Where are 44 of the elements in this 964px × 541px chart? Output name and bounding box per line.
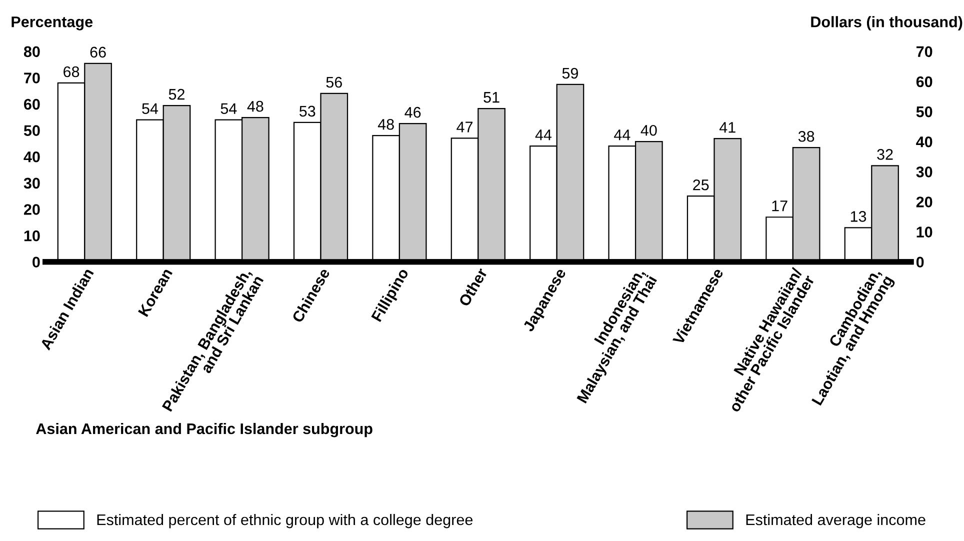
y2-tick-label: 60 — [916, 76, 932, 88]
y2-tick-label: 70 — [916, 46, 932, 58]
y2-tick-label: 50 — [916, 106, 932, 118]
data-label: 44 — [614, 130, 630, 140]
y-tick-label: 40 — [24, 151, 40, 162]
data-label: 32 — [877, 149, 893, 160]
y-tick-label: 80 — [24, 46, 40, 58]
data-label: 54 — [220, 103, 237, 114]
data-label: 54 — [142, 103, 158, 114]
legend-label: Estimated average income — [746, 514, 926, 528]
y-axis-title: Percentage — [12, 16, 93, 30]
y2-axis-title: Dollars (in thousand) — [811, 16, 962, 30]
data-label: 46 — [404, 106, 421, 118]
data-label: 66 — [90, 46, 106, 58]
data-label: 25 — [693, 179, 709, 190]
data-label: 52 — [168, 88, 184, 100]
data-label: 38 — [798, 130, 814, 142]
y2-tick-label: 20 — [916, 196, 932, 208]
data-label: 53 — [299, 106, 316, 117]
y-tick-label: 20 — [24, 204, 40, 215]
data-label: 13 — [850, 211, 866, 222]
y2-tick-label: 10 — [916, 226, 932, 238]
data-label: 48 — [247, 100, 264, 112]
y-tick-label: 10 — [24, 230, 40, 242]
y-tick-label: 30 — [24, 178, 40, 189]
data-label: 47 — [456, 122, 472, 132]
data-label: 40 — [640, 124, 657, 136]
legend-label: Estimated percent of ethnic group with a college degree — [97, 514, 472, 528]
data-label: 44 — [535, 130, 552, 140]
y2-tick-label: 0 — [916, 256, 924, 268]
y2-tick-label: 40 — [916, 136, 932, 148]
x-axis-title: Asian American and Pacific Islander subgroup — [36, 422, 372, 438]
data-label: 48 — [378, 118, 394, 130]
data-label: 51 — [484, 92, 500, 103]
y-tick-label: 0 — [32, 256, 40, 268]
data-label: 59 — [562, 68, 578, 79]
y2-tick-label: 30 — [916, 166, 932, 178]
data-label: 68 — [64, 66, 80, 78]
data-label: 17 — [772, 200, 788, 212]
data-label: 56 — [326, 76, 342, 88]
y-tick-label: 50 — [24, 125, 40, 136]
y-tick-label: 60 — [24, 98, 40, 110]
y-tick-label: 70 — [24, 72, 40, 84]
data-label: 41 — [719, 122, 736, 133]
